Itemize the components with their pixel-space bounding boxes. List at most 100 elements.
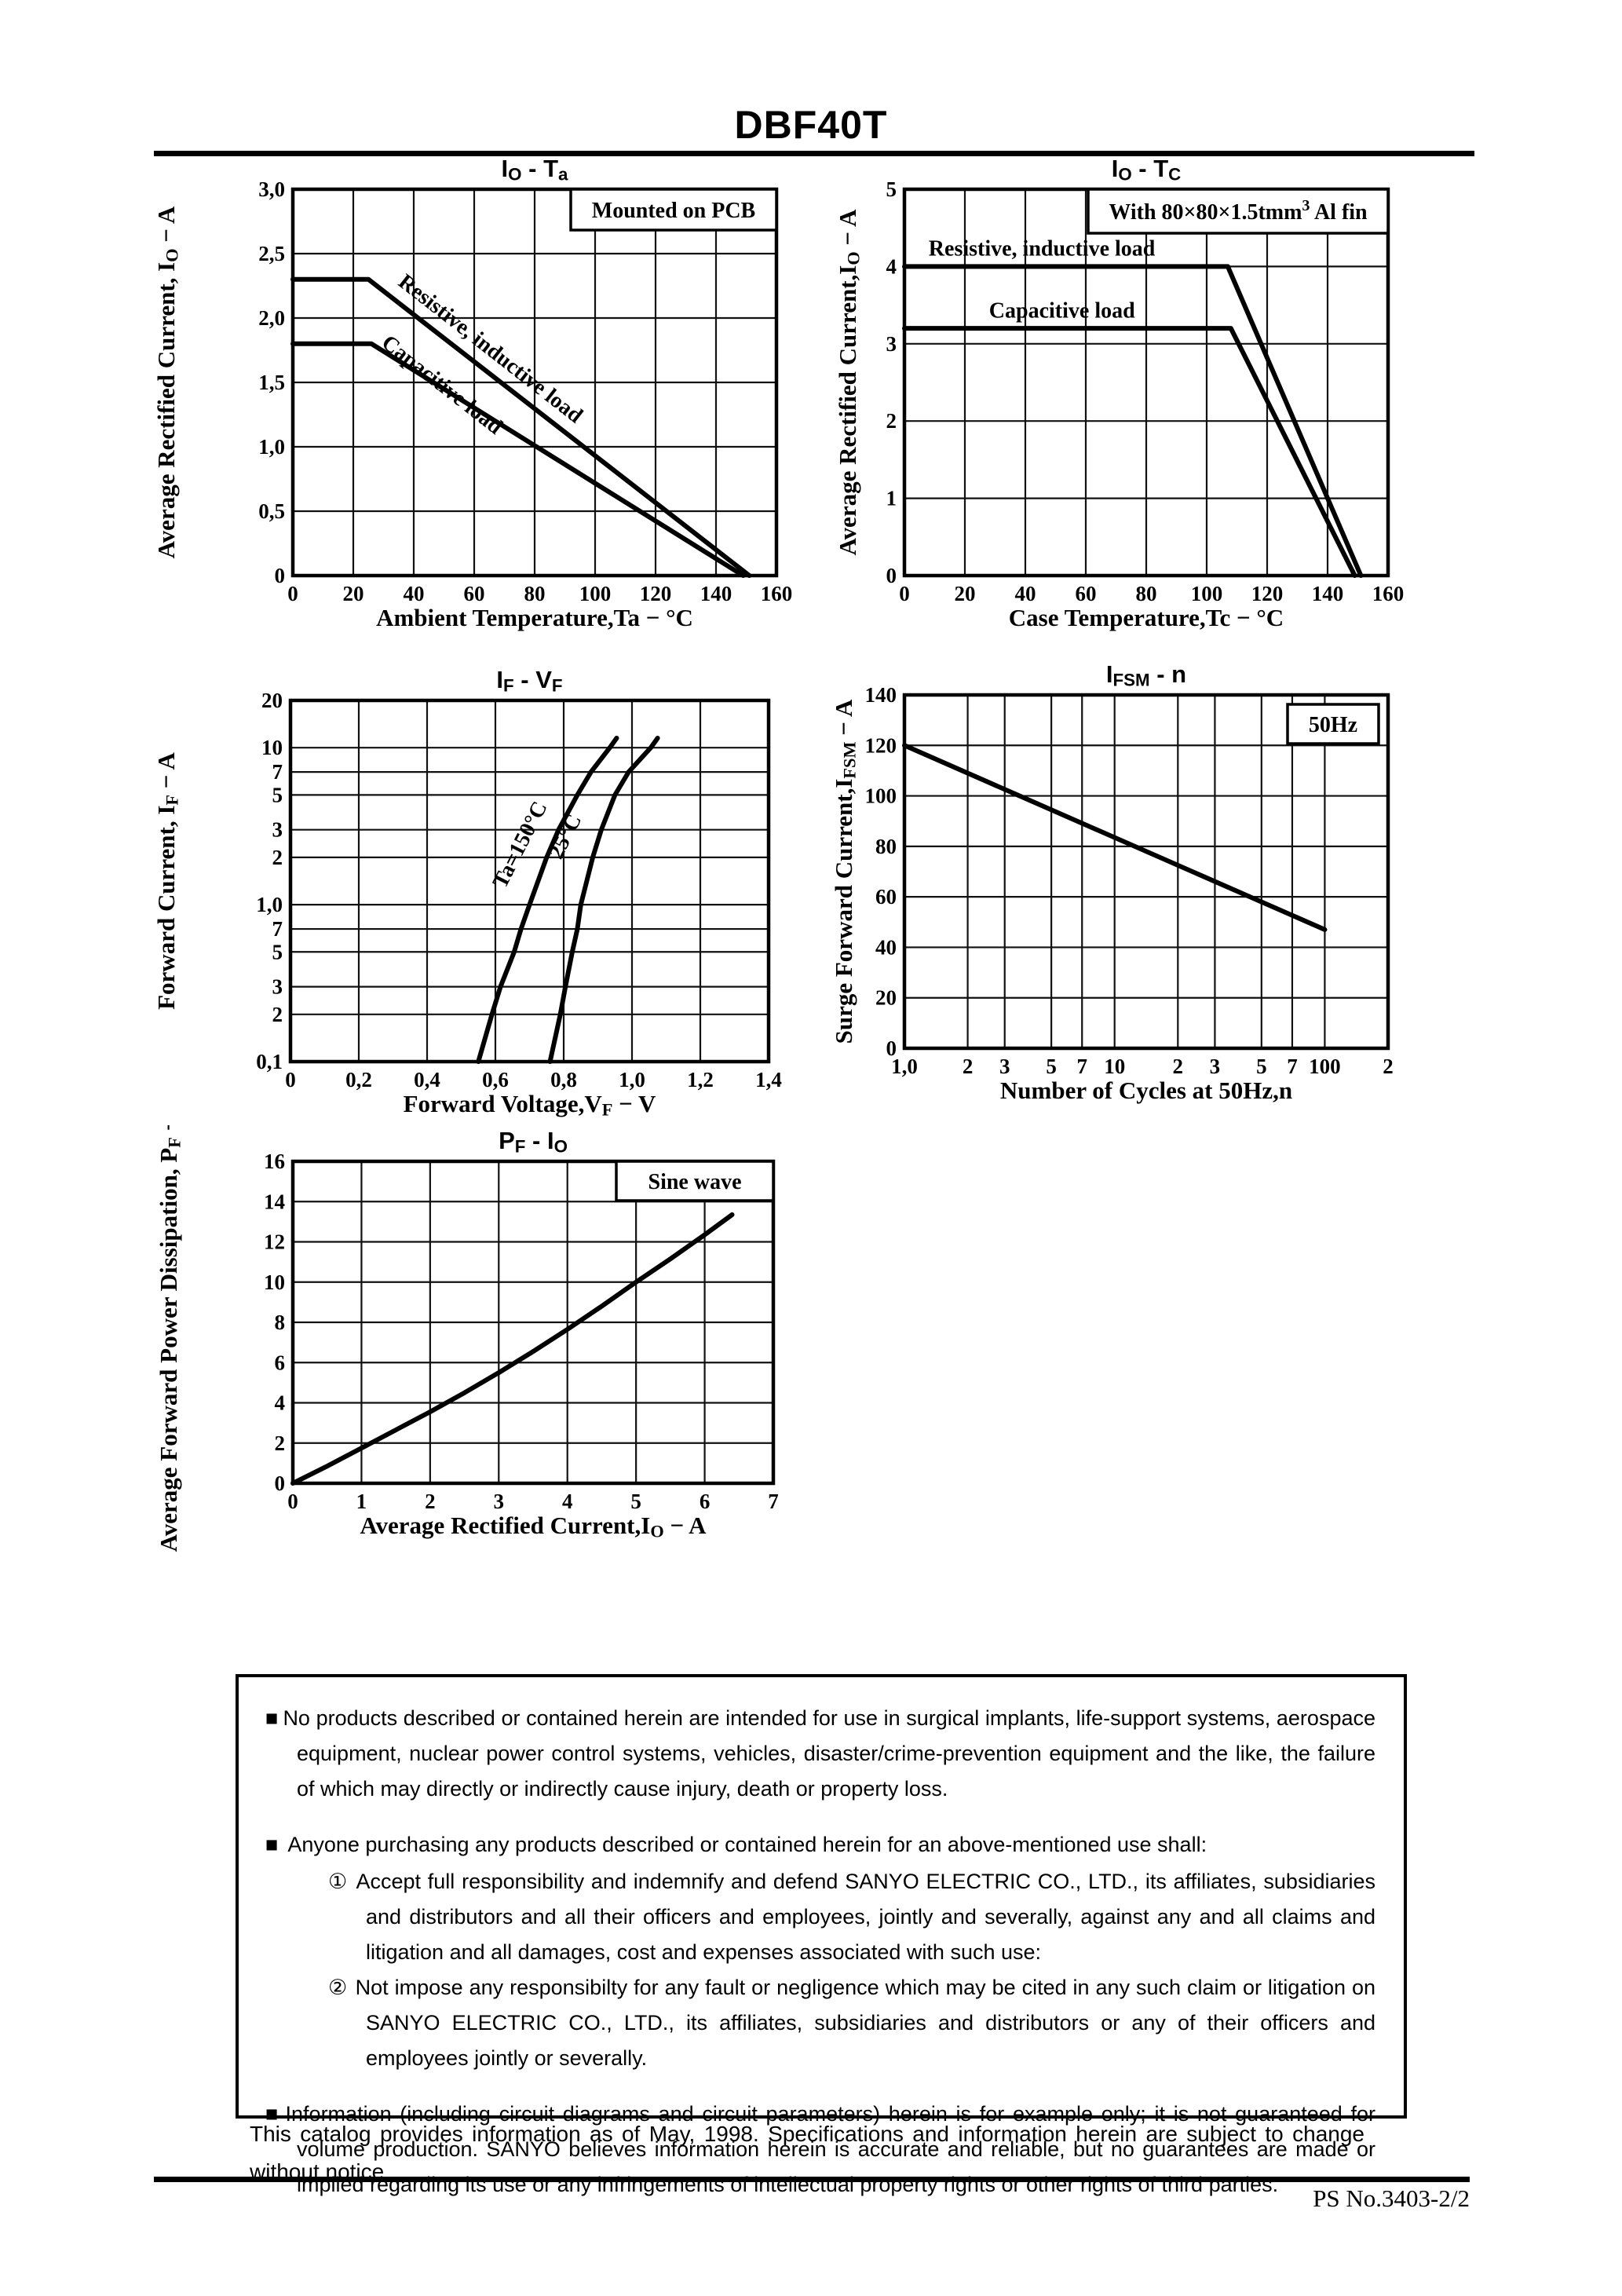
x-tick-label: 10 bbox=[1104, 1055, 1125, 1078]
chart-svg-io-ta: 3,0 2,5 2,0 1,5 1,0 0,5 00 20 40 60 80 100 120 140 160… bbox=[152, 155, 793, 631]
x-tick-label: 1,4 bbox=[755, 1068, 782, 1091]
plot-frame bbox=[902, 693, 1390, 1051]
y-tick-label: 0 bbox=[886, 1036, 897, 1060]
y-tick-label: 3 bbox=[272, 818, 283, 842]
x-tick-label: 1 bbox=[356, 1490, 367, 1513]
x-tick-label: 100 bbox=[1191, 582, 1223, 605]
disclaimer-text: Accept full responsibility and indemnify… bbox=[356, 1870, 1375, 1964]
y-tick-label: 20 bbox=[875, 986, 897, 1010]
y-tick-label: 3 bbox=[272, 975, 283, 999]
chart-if-vf: 20 10 7 5 3 2 1,0 7 5 3 2 0,1 0 0,2 0,4 0,6 0,8 1,0 1,2 1,4… bbox=[149, 652, 840, 1154]
x-tick-label: 1,2 bbox=[687, 1068, 714, 1091]
series-label: Resistive, inductive load bbox=[929, 237, 1156, 261]
disclaimer-numbered-item: ① Accept full responsibility and indemnif… bbox=[265, 1864, 1375, 1970]
chart-title: IFSM - n bbox=[1106, 660, 1186, 689]
chart-title: IF - VF bbox=[496, 666, 562, 695]
series-line-1 bbox=[290, 276, 752, 578]
series-label: Resistive, inductive load bbox=[393, 269, 587, 428]
x-tick-label: 7 bbox=[768, 1490, 779, 1513]
series-line-2 bbox=[902, 326, 1357, 578]
x-tick-label: 5 bbox=[1046, 1055, 1057, 1078]
y-tick-label: 2 bbox=[272, 1003, 283, 1026]
y-tick-label: 3 bbox=[886, 332, 897, 356]
annotation-box bbox=[569, 188, 778, 232]
x-tick-label: 80 bbox=[524, 582, 546, 605]
y-tick-label: 5 bbox=[272, 783, 283, 806]
x-tick-label: 160 bbox=[1372, 582, 1405, 605]
disclaimer-text: Anyone purchasing any products described… bbox=[287, 1833, 1207, 1856]
x-tick-label: 20 bbox=[955, 582, 976, 605]
x-axis-title: Average Rectified Current,IO − A bbox=[360, 1512, 707, 1541]
x-tick-label: 2 bbox=[1173, 1055, 1184, 1078]
y-tick-label: 1,0 bbox=[256, 893, 283, 916]
page-title: DBF40T bbox=[734, 103, 888, 147]
x-tick-label: 80 bbox=[1136, 582, 1157, 605]
x-tick-label: 0,6 bbox=[482, 1068, 509, 1091]
chart-io-ta: 3,0 2,5 2,0 1,5 1,0 0,5 0 0 20 40 60 80 100 120 140 160… bbox=[149, 153, 840, 671]
grid bbox=[291, 1160, 775, 1485]
y-tick-label: 7 bbox=[272, 760, 283, 784]
plot-frame bbox=[290, 187, 779, 578]
y-tick-label: 4 bbox=[886, 254, 897, 278]
x-tick-label: 0 bbox=[287, 1490, 298, 1513]
x-tick-label: 4 bbox=[562, 1490, 573, 1513]
disclaimer-numbered-item: ② Not impose any responsibilty for any fa… bbox=[265, 1970, 1375, 2076]
annotation-text: 50Hz bbox=[1309, 713, 1357, 737]
y-tick-label: 2,0 bbox=[258, 306, 285, 330]
y-tick-label: 5 bbox=[272, 940, 283, 963]
y-axis-title: Surge Forward Current,IFSM − A bbox=[832, 699, 859, 1044]
chart-ifsm-n: 140 120 100 80 60 40 20 0 1,0 2 3 5 7 10 2 3 5 7 100 2 IFSM … bbox=[832, 652, 1547, 1139]
y-tick-label: 0 bbox=[275, 1472, 286, 1495]
series-line-1 bbox=[476, 736, 619, 1064]
disclaimer-text: Not impose any responsibilty for any fau… bbox=[355, 1976, 1375, 2070]
x-tick-label: 0 bbox=[287, 582, 298, 605]
y-axis-title: Average Rectified Current,IO − A bbox=[834, 209, 863, 556]
x-tick-label: 140 bbox=[1312, 582, 1344, 605]
y-tick-label: 1,5 bbox=[258, 371, 285, 394]
series-line-1 bbox=[902, 264, 1364, 578]
y-tick-label: 16 bbox=[264, 1150, 285, 1173]
x-tick-label: 7 bbox=[1076, 1055, 1087, 1078]
x-tick-label: 60 bbox=[1076, 582, 1097, 605]
y-tick-label: 8 bbox=[275, 1311, 286, 1334]
disclaimer-paragraph: ■ Anyone purchasing any products describ… bbox=[265, 1827, 1375, 1863]
y-tick-label: 2 bbox=[886, 409, 897, 433]
y-tick-label: 14 bbox=[264, 1190, 285, 1213]
x-tick-label: 1,0 bbox=[619, 1068, 645, 1091]
x-tick-label: 0,4 bbox=[414, 1068, 440, 1091]
x-tick-label: 3 bbox=[999, 1055, 1010, 1078]
y-tick-label: 0 bbox=[886, 564, 897, 587]
x-tick-label: 7 bbox=[1287, 1055, 1298, 1078]
header-rule bbox=[154, 151, 1474, 156]
chart-title: IO - TC bbox=[1112, 155, 1182, 184]
disclaimer-text: Information (including circuit diagrams … bbox=[285, 2102, 1376, 2196]
x-axis-title: Case Temperature,Tc − °C bbox=[1009, 604, 1284, 631]
series-line-2 bbox=[547, 736, 660, 1064]
disclaimer-text: No products described or contained herei… bbox=[283, 1706, 1375, 1801]
series-line-1 bbox=[902, 743, 1328, 932]
y-tick-label: 100 bbox=[865, 784, 897, 808]
x-tick-label: 60 bbox=[464, 582, 485, 605]
square-bullet-icon: ■ bbox=[265, 2102, 281, 2126]
x-tick-label: 140 bbox=[700, 582, 732, 605]
circled-one-icon: ① bbox=[328, 1870, 349, 1893]
annotation-text: Mounted on PCB bbox=[592, 199, 755, 223]
x-tick-label: 2 bbox=[425, 1490, 436, 1513]
chart-title: PF - IO bbox=[499, 1127, 568, 1156]
circled-two-icon: ② bbox=[328, 1976, 348, 1999]
disclaimer-box: ■ No products described or contained here… bbox=[236, 1674, 1407, 2196]
x-tick-label: 3 bbox=[494, 1490, 505, 1513]
x-tick-label: 160 bbox=[761, 582, 793, 605]
square-bullet-icon: ■ bbox=[265, 1833, 279, 1856]
series-label: Capacitive load bbox=[989, 298, 1135, 323]
x-tick-label: 100 bbox=[579, 582, 612, 605]
y-tick-label: 3,0 bbox=[258, 177, 285, 201]
y-axis-title: Average Forward Power Dissipation, PF −W bbox=[155, 1125, 184, 1552]
x-tick-label: 40 bbox=[1015, 582, 1036, 605]
plot-frame bbox=[290, 1159, 776, 1486]
y-tick-label: 80 bbox=[875, 835, 897, 858]
